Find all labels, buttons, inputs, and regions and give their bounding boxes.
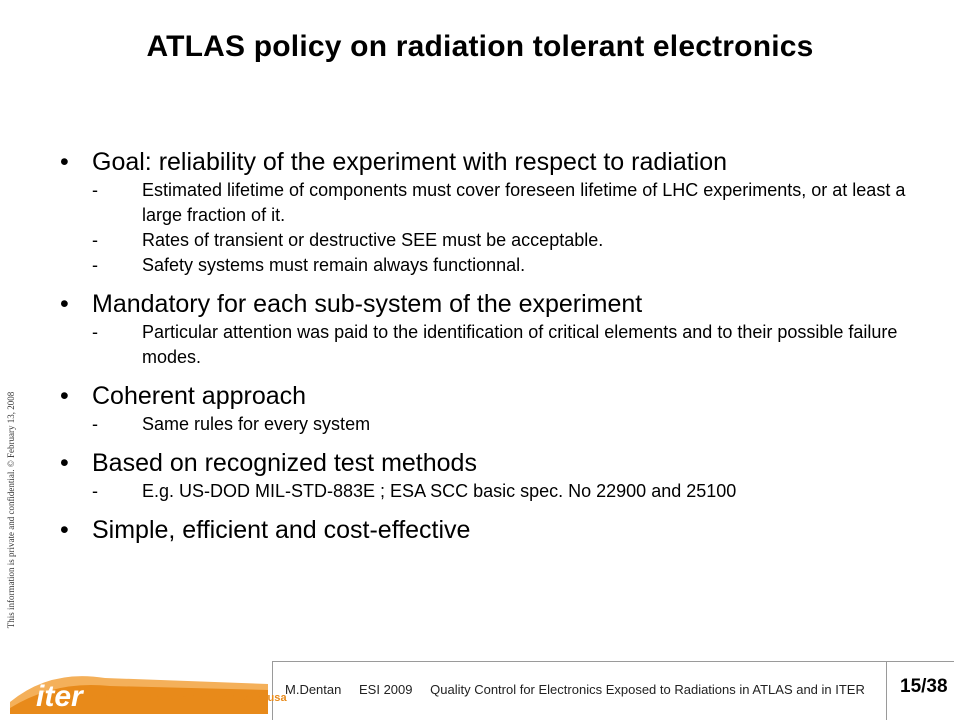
dash-mark: - xyxy=(92,255,98,275)
sub-item: - Particular attention was paid to the id… xyxy=(92,320,944,370)
logo-wordmark: iter xyxy=(36,680,85,713)
footer-divider xyxy=(272,661,273,720)
bullet-text: Mandatory for each sub-system of the exp… xyxy=(92,290,643,318)
footer-event: ESI 2009 xyxy=(359,682,413,697)
bullet-text: Coherent approach xyxy=(92,382,307,410)
bullet-list: • Goal: reliability of the experiment wi… xyxy=(44,146,944,556)
bullet-dot: • xyxy=(60,148,69,176)
bullet-item: • Mandatory for each sub-system of the e… xyxy=(44,288,944,370)
dash-mark: - xyxy=(92,414,98,434)
bullet-item: • Simple, efficient and cost-effective xyxy=(44,514,944,546)
bullet-dot: • xyxy=(60,516,69,544)
dash-mark: - xyxy=(92,481,98,501)
bullet-text: Simple, efficient and cost-effective xyxy=(92,516,471,544)
bullet-text: Based on recognized test methods xyxy=(92,449,477,477)
bullet-dot: • xyxy=(60,449,69,477)
bullet-text: Goal: reliability of the experiment with… xyxy=(92,148,728,176)
sub-item: - Rates of transient or destructive SEE m… xyxy=(92,228,944,253)
footer-author: M.Dentan xyxy=(285,682,342,697)
footer-info: M.Dentan ESI 2009 Quality Control for El… xyxy=(285,682,879,697)
bullet-item: • Goal: reliability of the experiment wi… xyxy=(44,146,944,278)
bullet-item: • Coherent approach - Same rules for ever… xyxy=(44,380,944,437)
bullet-dot: • xyxy=(60,290,69,318)
sub-text: Particular attention was paid to the ide… xyxy=(142,322,898,367)
sub-item: - Safety systems must remain always funct… xyxy=(92,253,944,278)
dash-mark: - xyxy=(92,180,98,200)
logo-band xyxy=(10,684,268,714)
logo-tagline: china eu india japan korea russia usa xyxy=(88,692,287,704)
sub-text: Estimated lifetime of components must co… xyxy=(142,180,906,225)
sub-item: - E.g. US-DOD MIL-STD-883E ; ESA SCC basi… xyxy=(92,479,944,504)
sub-text: Same rules for every system xyxy=(142,414,371,434)
sub-item: - Estimated lifetime of components must c… xyxy=(92,178,944,228)
sub-text: Safety systems must remain always functi… xyxy=(142,255,526,275)
iter-logo-icon: iter xyxy=(10,676,268,714)
sub-item: - Same rules for every system xyxy=(92,412,944,437)
bullet-dot: • xyxy=(60,382,69,410)
footer-talk-title: Quality Control for Electronics Exposed … xyxy=(430,682,865,697)
sub-text: Rates of transient or destructive SEE mu… xyxy=(142,230,604,250)
confidentiality-notice: This information is private and confiden… xyxy=(6,391,16,629)
bullet-item: • Based on recognized test methods - E.g.… xyxy=(44,447,944,504)
footer-divider xyxy=(886,661,887,720)
page-number: 15/38 xyxy=(900,676,948,697)
sub-text: E.g. US-DOD MIL-STD-883E ; ESA SCC basic… xyxy=(142,481,737,501)
dash-mark: - xyxy=(92,322,98,342)
slide-title: ATLAS policy on radiation tolerant elect… xyxy=(146,30,814,63)
footer-divider xyxy=(272,661,954,662)
dash-mark: - xyxy=(92,230,98,250)
iter-logo: iter china eu india japan korea russia u… xyxy=(10,664,287,714)
